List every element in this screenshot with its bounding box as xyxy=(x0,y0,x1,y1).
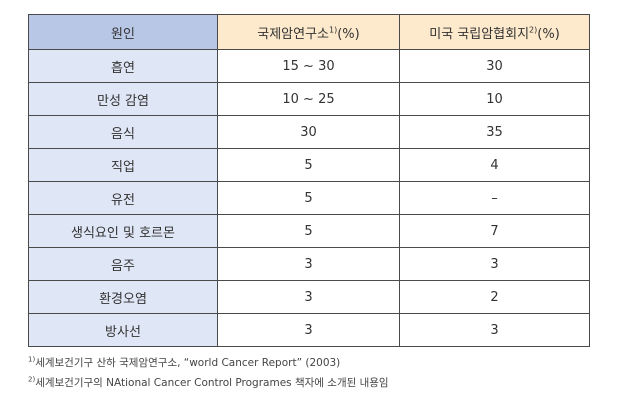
nci-cell: – xyxy=(399,181,590,215)
footnote-2-text: 세계보건기구의 NAtional Cancer Control Programe… xyxy=(35,377,389,389)
nci-cell: 35 xyxy=(399,115,590,149)
cause-cell: 흡연 xyxy=(28,49,218,83)
iarc-cell: 3 xyxy=(217,313,400,347)
header-row: 원인 국제암연구소1)(%) 미국 국립암협회지2)(%) xyxy=(28,14,590,50)
nci-cell: 3 xyxy=(399,247,590,281)
iarc-cell: 5 xyxy=(217,181,400,215)
footnote-1: 1)세계보건기구 산하 국제암연구소, “world Cancer Report… xyxy=(28,353,589,373)
footnotes: 1)세계보건기구 산하 국제암연구소, “world Cancer Report… xyxy=(28,353,589,393)
footnote-1-text: 세계보건기구 산하 국제암연구소, “world Cancer Report” … xyxy=(35,357,341,369)
nci-cell: 4 xyxy=(399,148,590,182)
cancer-cause-table: 원인 국제암연구소1)(%) 미국 국립암협회지2)(%) 흡연 15 ~ 30… xyxy=(28,14,590,347)
iarc-cell: 10 ~ 25 xyxy=(217,82,400,116)
header-cause: 원인 xyxy=(28,14,218,50)
cause-cell: 생식요인 및 호르몬 xyxy=(28,214,218,248)
iarc-cell: 15 ~ 30 xyxy=(217,49,400,83)
cause-cell: 방사선 xyxy=(28,313,218,347)
header-nci-unit: (%) xyxy=(537,26,560,42)
iarc-cell: 5 xyxy=(217,214,400,248)
table-row: 생식요인 및 호르몬 5 7 xyxy=(28,214,590,248)
cause-cell: 환경오염 xyxy=(28,280,218,314)
cancer-cause-table-container: 원인 국제암연구소1)(%) 미국 국립암협회지2)(%) 흡연 15 ~ 30… xyxy=(28,14,590,393)
cause-cell: 직업 xyxy=(28,148,218,182)
table-row: 흡연 15 ~ 30 30 xyxy=(28,49,590,83)
cause-cell: 유전 xyxy=(28,181,218,215)
footnote-2: 2)세계보건기구의 NAtional Cancer Control Progra… xyxy=(28,373,589,393)
table-row: 음주 3 3 xyxy=(28,247,590,281)
footnote-1-mark: 1) xyxy=(28,355,36,364)
nci-cell: 2 xyxy=(399,280,590,314)
header-iarc: 국제암연구소1)(%) xyxy=(217,14,400,50)
header-iarc-sup: 1) xyxy=(329,25,338,35)
header-cause-label: 원인 xyxy=(111,26,135,42)
cause-cell: 음주 xyxy=(28,247,218,281)
nci-cell: 30 xyxy=(399,49,590,83)
cause-cell: 만성 감염 xyxy=(28,82,218,116)
nci-cell: 3 xyxy=(399,313,590,347)
iarc-cell: 5 xyxy=(217,148,400,182)
header-iarc-unit: (%) xyxy=(337,26,360,42)
table-row: 환경오염 3 2 xyxy=(28,280,590,314)
table-row: 유전 5 – xyxy=(28,181,590,215)
table-row: 방사선 3 3 xyxy=(28,313,590,347)
table-row: 음식 30 35 xyxy=(28,115,590,149)
nci-cell: 10 xyxy=(399,82,590,116)
iarc-cell: 30 xyxy=(217,115,400,149)
header-nci-label: 미국 국립암협회지 xyxy=(429,26,530,42)
header-nci: 미국 국립암협회지2)(%) xyxy=(399,14,590,50)
iarc-cell: 3 xyxy=(217,247,400,281)
header-nci-sup: 2) xyxy=(529,25,538,35)
nci-cell: 7 xyxy=(399,214,590,248)
table-row: 직업 5 4 xyxy=(28,148,590,182)
table-row: 만성 감염 10 ~ 25 10 xyxy=(28,82,590,116)
footnote-2-mark: 2) xyxy=(28,375,36,384)
header-iarc-label: 국제암연구소 xyxy=(257,26,330,42)
iarc-cell: 3 xyxy=(217,280,400,314)
cause-cell: 음식 xyxy=(28,115,218,149)
